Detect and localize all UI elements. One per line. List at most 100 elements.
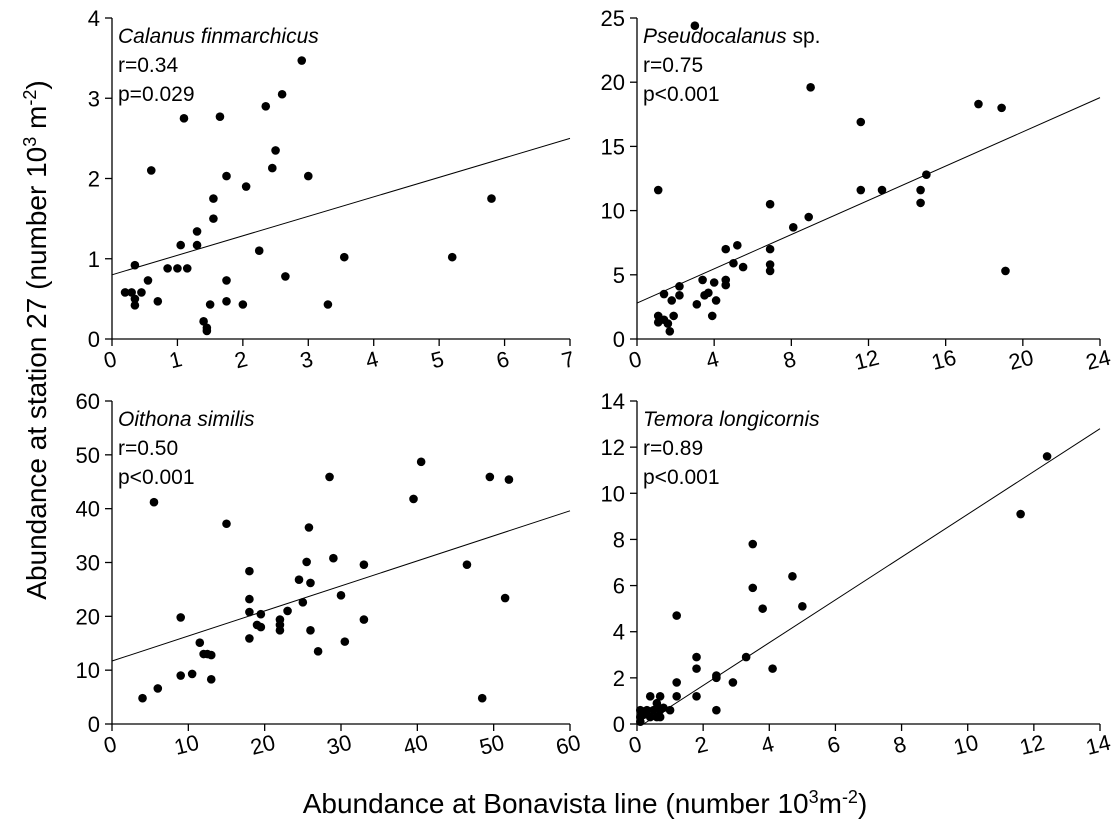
data-point (765, 266, 775, 276)
data-point (359, 615, 369, 624)
y-tick-label: 2 (88, 167, 100, 192)
species-name: Calanus finmarchicus (118, 25, 319, 48)
x-axis-title-sup1: 3 (809, 787, 819, 807)
data-point (222, 296, 231, 306)
species-name: Temora longicornis (643, 408, 820, 431)
species-name-suffix: sp. (787, 25, 821, 48)
species-name-text: Oithona similis (118, 408, 255, 431)
data-point (120, 288, 130, 297)
data-point (294, 575, 304, 585)
data-point (254, 246, 264, 256)
x-tick-label: 16 (929, 345, 959, 375)
y-tick-label: 0 (613, 712, 625, 737)
data-point (336, 591, 346, 600)
y-tick-label: 25 (601, 6, 625, 31)
data-point (1001, 266, 1010, 276)
x-tick-label: 5 (428, 346, 446, 373)
data-point (153, 296, 163, 306)
p-value: p<0.001 (118, 466, 195, 489)
data-point (176, 240, 185, 250)
data-point (176, 613, 185, 622)
data-point (409, 494, 418, 504)
data-point (649, 705, 658, 715)
data-point (153, 684, 163, 693)
data-point (340, 637, 350, 646)
data-point (653, 185, 663, 195)
y-tick-label: 40 (76, 497, 100, 522)
data-point (669, 311, 678, 321)
data-point (765, 260, 775, 269)
data-point (329, 553, 338, 563)
y-tick-label: 15 (601, 134, 625, 159)
species-name: Oithona similis (118, 408, 255, 431)
data-point (645, 692, 655, 701)
data-point (205, 300, 215, 309)
x-tick-label: 4 (759, 731, 777, 758)
data-point (182, 264, 192, 273)
data-point (447, 252, 457, 262)
x-tick-label: 0 (101, 731, 119, 758)
data-point (645, 712, 655, 722)
data-point (804, 212, 813, 222)
y-axis-title-sup1: 3 (20, 137, 40, 147)
data-point (416, 457, 426, 467)
regression-line (111, 510, 571, 662)
x-tick-label: 7 (559, 346, 577, 373)
data-point (238, 300, 248, 309)
x-tick-label: 0 (626, 731, 644, 758)
data-point (712, 705, 721, 715)
data-point (199, 317, 208, 326)
data-point (306, 578, 315, 588)
y-tick-label: 50 (76, 443, 100, 468)
x-tick-label: 12 (852, 345, 882, 375)
data-point (202, 323, 212, 333)
data-point (206, 675, 216, 684)
species-name-text: Pseudocalanus (643, 25, 787, 48)
x-tick-label: 2 (692, 731, 710, 758)
x-tick-label: 20 (1006, 345, 1036, 375)
data-point (256, 609, 266, 619)
x-tick-label: 10 (951, 730, 981, 760)
panel-3: 0 10 20 30 40 50 60 0 10 20 30 40 50 60 Oithona simili… (76, 389, 584, 760)
data-point (127, 288, 136, 297)
data-point (728, 678, 738, 687)
correlation-r: r=0.75 (643, 54, 703, 77)
data-point (504, 475, 514, 484)
x-tick-label: 0 (626, 346, 644, 373)
data-point (748, 539, 758, 549)
y-tick-label: 12 (601, 435, 625, 460)
data-point (806, 83, 815, 92)
data-point (283, 606, 292, 616)
data-point (707, 311, 717, 321)
data-point (339, 252, 349, 262)
data-point (222, 519, 231, 529)
data-point (642, 705, 652, 715)
y-tick-label: 4 (88, 6, 100, 31)
data-point (462, 560, 472, 569)
data-point (665, 705, 675, 715)
p-value: p<0.001 (643, 83, 720, 106)
data-point (672, 678, 681, 687)
x-tick-label: 10 (172, 730, 202, 760)
data-point (179, 114, 189, 123)
species-name: Pseudocalanus sp. (643, 25, 820, 48)
y-tick-label: 1 (88, 247, 100, 272)
data-point (209, 194, 218, 203)
data-point (192, 240, 202, 250)
data-point (176, 671, 185, 680)
x-tick-label: 50 (477, 730, 507, 760)
y-axis-title-sup2: -2 (20, 90, 40, 106)
y-tick-label: 8 (613, 527, 625, 552)
data-point (277, 89, 287, 99)
x-tick-label: 30 (324, 730, 354, 760)
data-point (997, 103, 1006, 113)
data-point (271, 146, 280, 155)
data-point (712, 673, 721, 683)
data-point (477, 693, 487, 703)
data-point (487, 194, 496, 203)
regression-line (636, 97, 1101, 304)
data-point (788, 572, 797, 581)
data-point (798, 602, 807, 611)
data-point (275, 626, 285, 635)
x-tick-label: 4 (703, 346, 721, 373)
